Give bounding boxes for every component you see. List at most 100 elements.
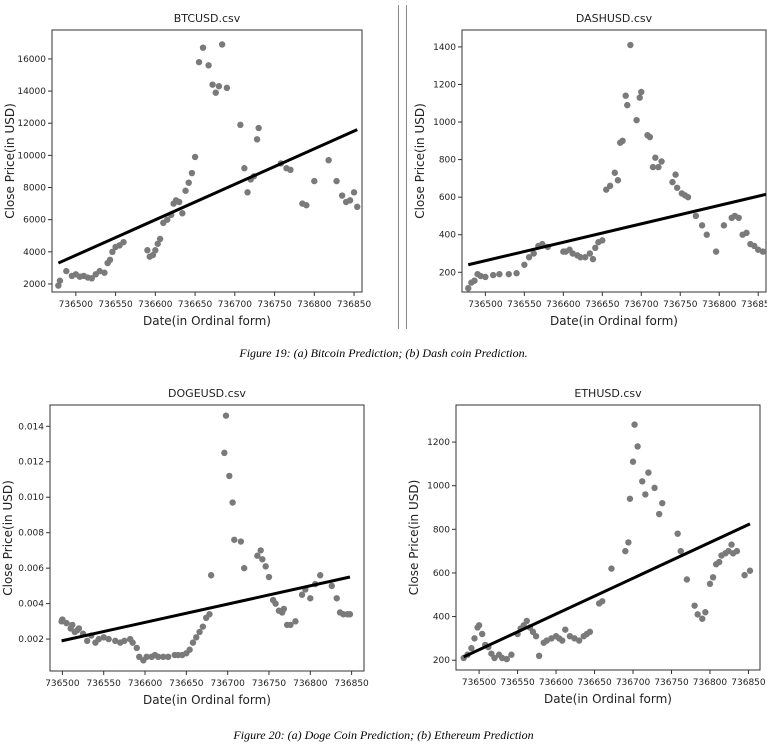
data-point — [627, 41, 634, 49]
btc-chart: BTCUSD.csv 736500 736550 736600 736650 736700… — [3, 12, 372, 328]
data-point — [683, 576, 691, 583]
data-point — [221, 449, 228, 457]
data-point — [505, 270, 512, 278]
data-point — [673, 184, 681, 191]
y-tick-label: 0.002 — [18, 635, 44, 645]
x-tick-label: 736800 — [293, 679, 328, 689]
doge-chart: DOGEUSD.csv 736500 736550 736600 736650 73670… — [1, 387, 369, 707]
data-point — [100, 634, 107, 641]
data-point — [622, 547, 629, 555]
figure-20-caption: Figure 20: (a) Doge Coin Prediction; (b)… — [233, 728, 534, 742]
data-point — [646, 133, 654, 141]
data-point — [599, 237, 606, 244]
data-point — [622, 92, 629, 99]
data-point — [346, 611, 354, 618]
x-axis-label: Date(in Ordinal form) — [544, 692, 672, 706]
data-point — [746, 567, 754, 574]
data-point — [88, 275, 95, 282]
doge-chart-panel: DOGEUSD.csv 736500 736550 736600 736650 73670… — [0, 380, 380, 715]
x-tick-label: 736800 — [297, 300, 332, 310]
data-point — [205, 62, 212, 69]
data-point — [105, 635, 112, 643]
data-point — [188, 169, 196, 177]
data-point — [703, 231, 710, 238]
data-point — [759, 248, 767, 255]
y-tick-label: 16000 — [17, 55, 46, 65]
data-point — [743, 229, 750, 237]
data-point — [655, 510, 663, 518]
x-tick-label: 736500 — [59, 300, 94, 310]
data-point — [677, 547, 684, 555]
data-point — [523, 617, 531, 625]
y-tick-label: 0.004 — [18, 600, 44, 610]
y-tick-label: 6000 — [23, 216, 46, 226]
data-point — [586, 250, 594, 257]
regression-line — [467, 192, 767, 267]
y-tick-label: 600 — [439, 193, 456, 203]
data-point — [658, 158, 665, 165]
data-point — [699, 615, 706, 622]
y-tick-label: 1200 — [427, 438, 450, 448]
data-point — [280, 605, 288, 613]
data-point — [199, 623, 207, 630]
data-point — [120, 238, 127, 246]
data-point — [575, 637, 583, 644]
data-point — [639, 478, 646, 485]
data-point — [712, 248, 720, 255]
data-point — [325, 156, 332, 164]
data-point — [101, 269, 108, 276]
data-point — [231, 536, 238, 543]
data-point — [164, 653, 172, 661]
plot-frame — [51, 29, 363, 293]
dash-chart: DASHUSD.csv 736500 736550 736600 736650 73670… — [413, 12, 767, 328]
y-tick-label: 0.012 — [18, 458, 44, 468]
y-axis-label: Close Price(in USD) — [413, 103, 427, 219]
y-axis-label: Close Price(in USD) — [3, 103, 17, 219]
data-point — [317, 572, 324, 579]
x-axis-label: Date(in Ordinal form) — [143, 314, 271, 328]
data-point — [223, 84, 231, 92]
y-tick-label: 200 — [433, 656, 450, 666]
x-tick-label: 736550 — [98, 300, 133, 310]
eth-chart: ETHUSD.csv 736500 736550 736600 736650 736700… — [407, 387, 766, 706]
data-point — [179, 210, 186, 217]
data-point — [631, 421, 638, 428]
data-point — [63, 267, 70, 275]
data-point — [253, 136, 261, 143]
y-tick-label: 600 — [433, 569, 450, 579]
data-point — [532, 632, 540, 640]
data-point — [606, 182, 614, 190]
data-point — [619, 137, 626, 145]
data-point — [694, 611, 701, 618]
data-point — [196, 628, 203, 636]
data-point — [152, 247, 159, 254]
data-point — [186, 646, 193, 653]
btc-chart-panel: BTCUSD.csv 736500 736550 736600 736650 736700… — [0, 0, 380, 335]
data-point — [608, 565, 615, 572]
data-point — [733, 547, 741, 555]
data-point — [611, 169, 618, 176]
y-tick-label: 10000 — [17, 151, 46, 161]
data-point — [626, 495, 634, 502]
x-tick-label: 736750 — [252, 679, 287, 689]
data-point — [741, 571, 748, 579]
x-axis-label: Date(in Ordinal form) — [143, 693, 271, 707]
x-axis-label: Date(in Ordinal form) — [550, 314, 678, 328]
data-point — [614, 177, 622, 184]
data-point — [475, 622, 483, 629]
x-tick-label: 736850 — [741, 300, 767, 310]
data-point — [212, 89, 219, 96]
data-point — [716, 558, 723, 566]
y-tick-label: 1200 — [433, 80, 456, 90]
data-point — [652, 154, 659, 161]
y-tick-label: 2000 — [23, 280, 46, 290]
data-point — [333, 177, 340, 185]
data-point — [160, 653, 167, 661]
data-point — [471, 635, 478, 642]
chart-title: DASHUSD.csv — [576, 12, 653, 25]
x-tick-label: 736850 — [334, 679, 369, 689]
data-point — [735, 214, 742, 222]
x-tick-label: 736500 — [468, 300, 503, 310]
data-point — [298, 591, 306, 598]
data-point — [468, 644, 475, 652]
